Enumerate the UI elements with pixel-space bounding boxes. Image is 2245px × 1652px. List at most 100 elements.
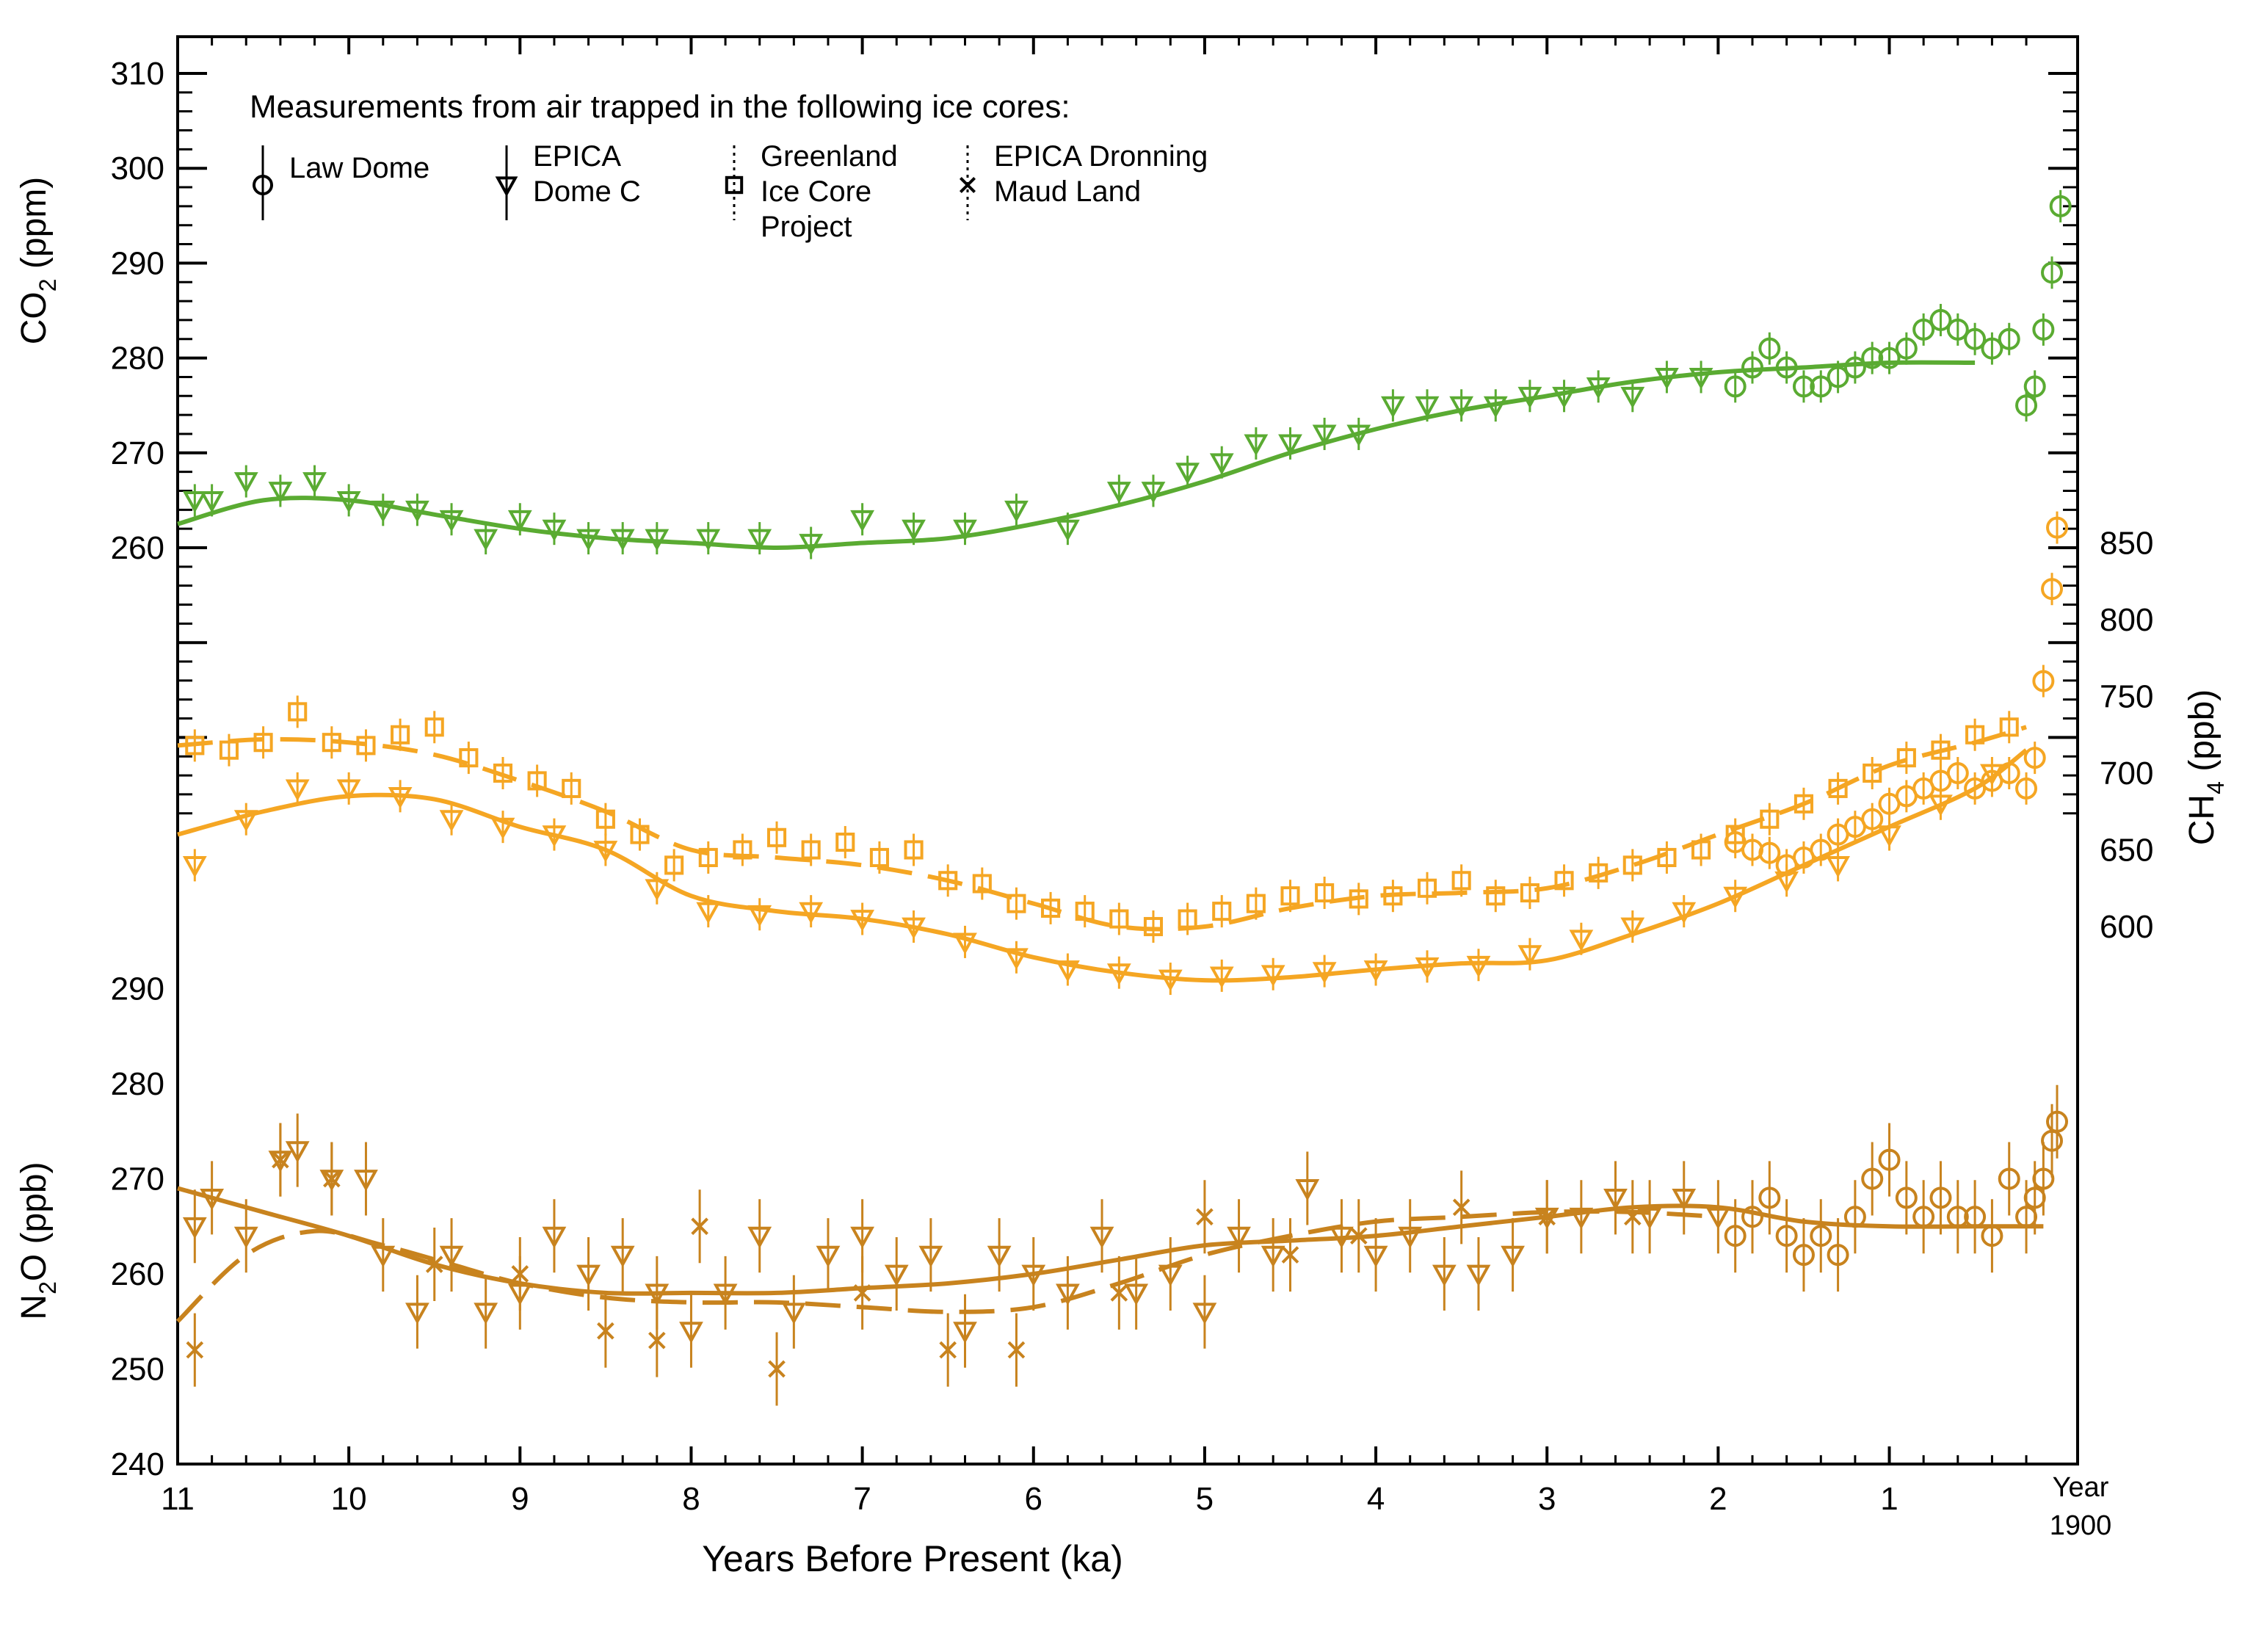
series-layer <box>175 189 2072 1406</box>
co2-epica-dome-c-point <box>371 500 396 523</box>
co2-law-dome-point <box>1964 327 1987 350</box>
co2-epica-dome-c-point <box>1312 424 1337 447</box>
co2-law-dome-point <box>2023 375 2046 398</box>
ch4-greenland-ice-core-project-point <box>356 736 376 756</box>
ch4-tick-label: 850 <box>2100 526 2153 562</box>
co2-epica-dome-c-point <box>1244 434 1269 456</box>
ch4-epica-dome-c-point <box>336 779 361 802</box>
n2o-epica-dome-c-point <box>1124 1283 1149 1306</box>
legend-label: Greenland <box>761 140 898 173</box>
co2-epica-dome-c-point <box>268 482 293 504</box>
co2-epica-dome-c-point <box>747 529 772 551</box>
co2-law-dome-point <box>2032 318 2055 341</box>
n2o-law-dome-point <box>1981 1225 2003 1247</box>
ch4-law-dome-point <box>1861 808 1884 830</box>
n2o-epica-dome-c-point <box>1432 1264 1457 1287</box>
n2o-epica-dome-c-point <box>200 1189 225 1211</box>
co2-law-dome-point <box>1827 366 1849 388</box>
x-tick-label: 6 <box>1025 1481 1042 1517</box>
n2o-epica-dronning-maud-land-point <box>511 1265 529 1283</box>
ch4-tick-label: 750 <box>2100 679 2153 715</box>
n2o-tick-label: 280 <box>111 1066 164 1102</box>
ch4-epica-dome-c-point <box>1620 917 1645 940</box>
n2o-tick-label: 240 <box>111 1446 164 1482</box>
n2o-tick-label: 270 <box>111 1162 164 1198</box>
ch4-greenland-ice-core-project-point <box>1965 725 1985 745</box>
ch4-greenland-ice-core-project-point <box>322 733 341 753</box>
co2-epica-dome-c-point <box>1552 386 1576 409</box>
ch4-greenland-ice-core-project-point <box>1863 763 1882 783</box>
ch4-greenland-ice-core-project-point <box>1486 886 1506 906</box>
co2-epica-dome-c-point <box>610 529 635 551</box>
co2-law-dome-point <box>1981 337 2003 360</box>
legend-label: Project <box>761 211 852 243</box>
x-axis-label: Years Before Present (ka) <box>702 1538 1122 1579</box>
co2-epica-dome-c-point <box>1586 377 1611 399</box>
ch4-greenland-ice-core-project-point <box>424 717 444 737</box>
n2o-epica-dome-c-point <box>1705 1207 1730 1230</box>
ch4-epica-dome-c-point <box>1004 948 1029 970</box>
ch4-greenland-ice-core-project-point <box>1109 909 1129 929</box>
legend-marker-circle <box>253 175 273 195</box>
ch4-epica-dome-c-point <box>1517 945 1542 967</box>
x-tick-label: 7 <box>853 1481 871 1517</box>
co2-law-dome-point <box>1741 356 1764 379</box>
ch4-law-dome-point <box>1758 841 1781 864</box>
co2-epica-dome-c-point <box>576 529 601 551</box>
ch4-greenland-ice-core-project-point <box>219 740 239 760</box>
n2o-epica-dronning-maud-land-point <box>597 1322 614 1340</box>
ch4-tick-label: 600 <box>2100 909 2153 945</box>
n2o-epica-dome-c-point <box>747 1226 772 1249</box>
ch4-epica-dome-c-point <box>593 841 618 863</box>
n2o-epica-dome-c-point <box>1672 1189 1697 1211</box>
plot-border <box>176 35 2079 1466</box>
n2o-epica-dome-c-point <box>1056 1283 1080 1306</box>
n2o-epica-dome-c-point <box>354 1170 378 1192</box>
ch4-greenland-ice-core-project-point <box>1794 794 1814 814</box>
ch4-greenland-ice-core-project-point <box>253 733 273 753</box>
ch4-greenland-ice-core-project-point <box>1246 894 1266 913</box>
ch4-law-dome-point <box>1998 762 2020 784</box>
n2o-epica-dome-c-point <box>576 1264 601 1287</box>
n2o-tick-label: 290 <box>111 971 164 1007</box>
n2o-epica-dome-c-point <box>405 1303 429 1325</box>
plot-frame <box>176 35 2079 1466</box>
co2-epica-dome-c-point <box>182 491 207 513</box>
ch4-epica-dome-c-point <box>1723 886 1748 909</box>
ch4-greenland-ice-core-project-point <box>698 847 718 868</box>
n2o-epica-dome-c-point <box>1466 1264 1491 1287</box>
ch4-epica-dome-c-point <box>233 810 258 832</box>
n2o-law-dome-point <box>1946 1206 1969 1228</box>
n2o-epica-dronning-maud-land-point <box>272 1151 289 1169</box>
ch4-epica-dome-c-point <box>1106 963 1131 985</box>
ch4-greenland-ice-core-project-point <box>1589 863 1609 883</box>
co2-epica-dome-c-point <box>799 534 824 556</box>
ch4-epica-dome-c-point <box>439 810 464 832</box>
n2o-epica-dome-c-point <box>182 1217 207 1239</box>
co2-law-dome-point <box>2015 394 2038 417</box>
ch4-greenland-ice-core-project-point <box>664 855 684 875</box>
co2-epica-dome-c-point <box>1004 500 1029 523</box>
co2-law-dome-point <box>1724 375 1747 398</box>
co2-epica-dome-c-point <box>1415 396 1440 419</box>
n2o-epica-dronning-maud-land-point <box>323 1170 341 1188</box>
co2-epica-dome-c-point <box>507 510 532 532</box>
n2o-epica-dome-c-point <box>1330 1226 1354 1249</box>
ch4-epica-dome-c-point <box>388 786 413 809</box>
n2o-law-dome-point <box>1724 1225 1747 1247</box>
legend-label: EPICA <box>533 140 621 173</box>
ch4-epica-dome-c-point <box>1363 960 1388 982</box>
ch4-greenland-ice-core-project-point <box>1554 871 1574 891</box>
n2o-epica-dome-c-point <box>1363 1245 1388 1268</box>
ch4-greenland-ice-core-project-point <box>1451 871 1471 891</box>
co2-epica-dome-c-point <box>336 491 361 513</box>
co2-epica-dome-c-point <box>1380 396 1405 419</box>
co2-law-dome-point <box>2041 261 2064 284</box>
co2-tick-label: 270 <box>111 435 164 471</box>
n2o-epica-dome-c-point <box>1227 1226 1251 1249</box>
ch4-law-dome-point <box>2015 777 2038 800</box>
ch4-epica-dome-c-point <box>645 879 670 901</box>
ch4-greenland-ice-core-project-point <box>1622 855 1642 875</box>
ch4-greenland-ice-core-project-point <box>1691 840 1711 860</box>
co2-law-dome-point <box>2049 195 2072 217</box>
